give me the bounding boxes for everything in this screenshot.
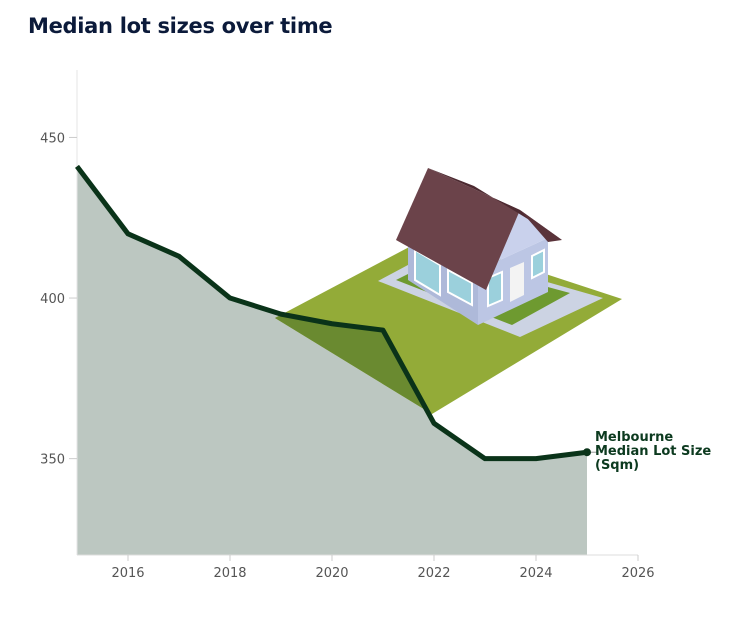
x-tick-label: 2024 [519,566,552,581]
x-tick-label: 2018 [213,566,246,581]
series-label: Melbourne [595,430,673,445]
series-area [77,166,587,556]
x-tick-label: 2016 [111,566,144,581]
series-label: Median Lot Size [595,444,711,459]
series-label: (Sqm) [595,458,639,473]
chart-title: Median lot sizes over time [28,14,333,38]
y-tick-label: 350 [40,453,65,468]
y-tick-label: 400 [40,292,65,307]
data-point-2025[interactable] [583,448,591,457]
x-tick-label: 2026 [621,566,654,581]
y-tick-label: 450 [40,131,65,146]
x-tick-label: 2022 [417,566,450,581]
x-tick-label: 2020 [315,566,348,581]
